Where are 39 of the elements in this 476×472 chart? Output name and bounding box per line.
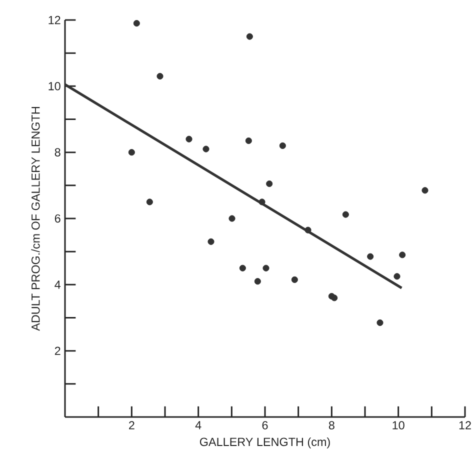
point (422, 187, 428, 194)
point (239, 265, 246, 272)
point (262, 265, 270, 272)
x-tick-label: 8 (328, 421, 334, 430)
y-tick-label: 8 (54, 148, 60, 157)
x-axis-title: GALLERY LENGTH (cm) (200, 438, 330, 449)
point (186, 136, 192, 143)
y-tick-label: 10 (48, 82, 60, 90)
point (304, 226, 312, 234)
y-tick-label: 12 (48, 16, 60, 24)
point (254, 278, 261, 285)
point (399, 252, 406, 258)
point (128, 149, 135, 156)
point (246, 33, 253, 40)
y-tick-label: 4 (54, 280, 61, 289)
y-axis-title: ADULT PROG./cm OF GALLERY LENGTH (31, 107, 40, 332)
x-tick-label: 2 (128, 421, 134, 430)
point (133, 20, 140, 27)
point (342, 211, 349, 218)
x-tick-label: 12 (459, 421, 471, 430)
point (291, 276, 298, 284)
point (394, 273, 400, 280)
point (156, 73, 164, 80)
point (258, 198, 266, 206)
point (376, 320, 384, 326)
y-tick-label: 2 (54, 346, 60, 356)
point (208, 238, 214, 246)
x-tick-label: 10 (392, 421, 404, 430)
point (367, 253, 374, 260)
x-tick-label: 6 (262, 421, 268, 430)
y-tick-label: 6 (54, 214, 60, 223)
point (279, 142, 286, 150)
point (266, 180, 273, 188)
point (202, 146, 210, 152)
point (331, 294, 338, 302)
x-tick-label: 4 (195, 421, 202, 430)
point (146, 198, 153, 206)
point (245, 138, 252, 144)
point (228, 215, 236, 222)
